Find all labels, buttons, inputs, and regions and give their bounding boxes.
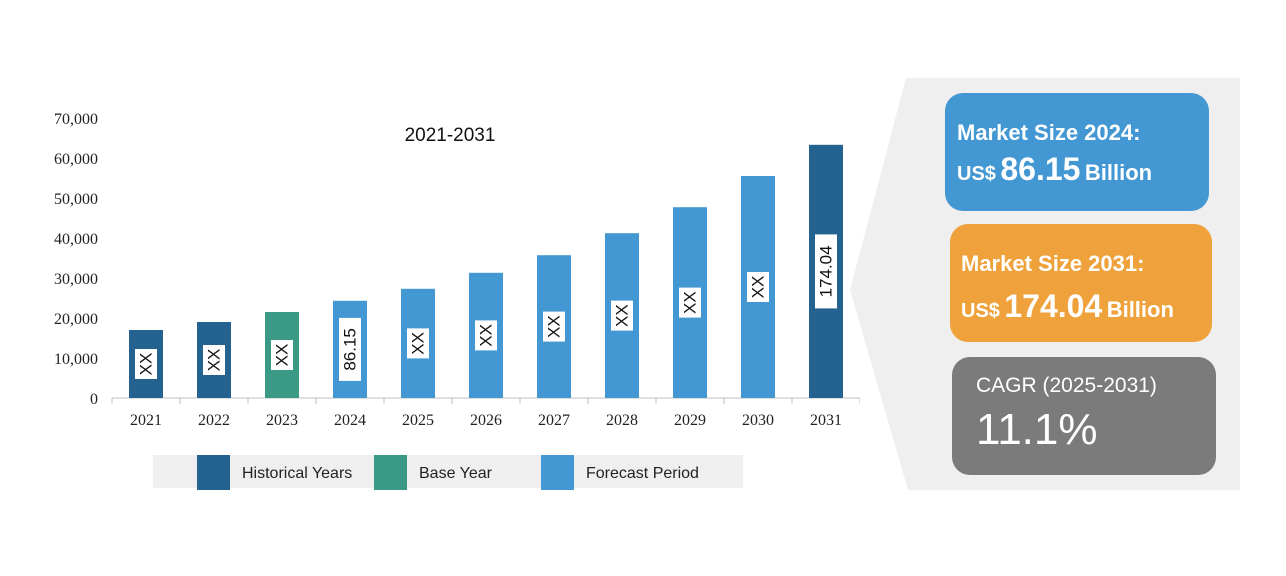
x-tick-label: 2024 xyxy=(334,412,366,429)
x-tick-label: 2029 xyxy=(674,412,706,429)
bar-data-label-box xyxy=(611,300,633,331)
y-tick-label: 20,000 xyxy=(54,311,98,328)
x-tick-label: 2025 xyxy=(402,412,434,429)
y-tick-label: 60,000 xyxy=(54,151,98,168)
y-tick-label: 10,000 xyxy=(54,351,98,368)
x-tick-label: 2022 xyxy=(198,412,230,429)
bar-data-label-box xyxy=(475,320,497,351)
bar-data-label-box xyxy=(203,345,225,375)
market-size-2031-currency: US$ xyxy=(961,300,1000,322)
legend-swatch xyxy=(374,455,407,490)
x-tick-label: 2021 xyxy=(130,412,162,429)
y-tick-label: 30,000 xyxy=(54,271,98,288)
bar-data-label: XX xyxy=(273,344,292,367)
y-tick-label: 0 xyxy=(90,391,98,408)
bar-data-label: XX xyxy=(205,349,224,372)
bar-data-label-box xyxy=(339,317,361,381)
bar-data-label: 174.04 xyxy=(817,245,836,297)
bar-data-label-box xyxy=(407,328,429,359)
cagr-card: CAGR (2025-2031) 11.1% xyxy=(952,357,1216,475)
market-size-2031-unit: Billion xyxy=(1106,297,1174,322)
legend-background xyxy=(153,455,743,488)
legend-label: Historical Years xyxy=(242,465,352,482)
market-size-2024-label: Market Size 2024: xyxy=(957,120,1141,145)
market-size-2031-value: 174.04 xyxy=(1004,288,1103,324)
legend-label: Forecast Period xyxy=(586,465,699,482)
y-tick-label: 40,000 xyxy=(54,231,98,248)
bar-data-label: XX xyxy=(545,315,564,338)
bar-data-label: XX xyxy=(137,353,156,376)
legend-label: Base Year xyxy=(419,465,493,482)
bar-data-label-box xyxy=(747,272,769,302)
market-size-2024-currency: US$ xyxy=(957,163,996,185)
bar-data-label-box xyxy=(679,287,701,318)
bar-data-label-box xyxy=(135,349,157,379)
bar-data-label-box xyxy=(543,311,565,342)
x-tick-label: 2026 xyxy=(470,412,502,429)
market-size-2024-unit: Billion xyxy=(1084,160,1153,185)
chart-title: 2021-2031 xyxy=(405,125,496,146)
x-tick-label: 2023 xyxy=(266,412,298,429)
y-tick-label: 70,000 xyxy=(54,111,98,128)
bar-data-label: XX xyxy=(749,276,768,299)
x-tick-label: 2028 xyxy=(606,412,638,429)
legend-swatch xyxy=(197,455,230,490)
bar-data-label: XX xyxy=(477,324,496,347)
cagr-value: 11.1% xyxy=(976,405,1098,454)
bar-data-label: XX xyxy=(613,304,632,327)
y-tick-label: 50,000 xyxy=(54,191,98,208)
bar-chart: 2021-2031 0 10,000 20,000 30,000 40,000 50,000… xyxy=(54,111,860,490)
x-tick-label: 2030 xyxy=(742,412,774,429)
market-size-2031-label: Market Size 2031: xyxy=(961,251,1145,276)
cagr-label: CAGR (2025-2031) xyxy=(976,374,1157,397)
market-size-2024-value: 86.15 xyxy=(1000,151,1081,187)
market-size-2031-card: Market Size 2031: US$ 174.04 Billion xyxy=(950,224,1212,342)
bar-data-label-box xyxy=(815,234,837,309)
bar-data-label: XX xyxy=(681,291,700,314)
x-tick-label: 2027 xyxy=(538,412,570,429)
market-size-2024-card: Market Size 2024: US$ 86.15 Billion xyxy=(945,93,1209,211)
x-tick-label: 2031 xyxy=(810,412,842,429)
bar-data-label: XX xyxy=(409,332,428,355)
bar-data-label-box xyxy=(271,340,293,370)
legend-swatch xyxy=(541,455,574,490)
bar-data-label: 86.15 xyxy=(341,328,360,371)
